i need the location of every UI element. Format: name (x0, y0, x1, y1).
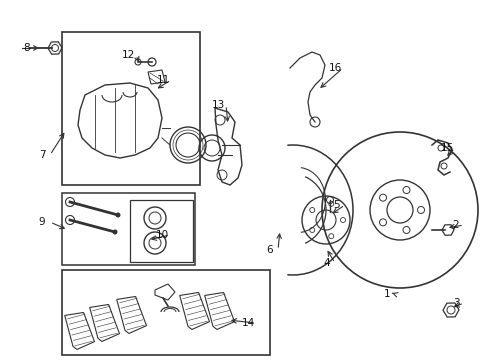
Text: 14: 14 (241, 318, 254, 328)
Text: 4: 4 (323, 258, 329, 268)
Text: 3: 3 (452, 298, 458, 308)
Bar (62, 193, 195, 265)
Text: 11: 11 (156, 75, 169, 85)
Text: 12: 12 (121, 50, 134, 60)
Bar (62, 32, 200, 185)
Circle shape (112, 230, 117, 234)
Text: 9: 9 (39, 217, 45, 227)
Text: 5: 5 (333, 200, 340, 210)
Text: 1: 1 (383, 289, 389, 299)
Text: 7: 7 (39, 150, 45, 160)
Text: 2: 2 (452, 220, 458, 230)
Circle shape (115, 212, 120, 217)
Text: 8: 8 (23, 43, 30, 53)
Text: 6: 6 (266, 245, 273, 255)
Text: 13: 13 (211, 100, 224, 110)
Text: 16: 16 (328, 63, 341, 73)
Bar (130, 200, 193, 262)
Text: 15: 15 (440, 143, 453, 153)
Bar (62, 270, 269, 355)
Text: 10: 10 (155, 230, 168, 240)
